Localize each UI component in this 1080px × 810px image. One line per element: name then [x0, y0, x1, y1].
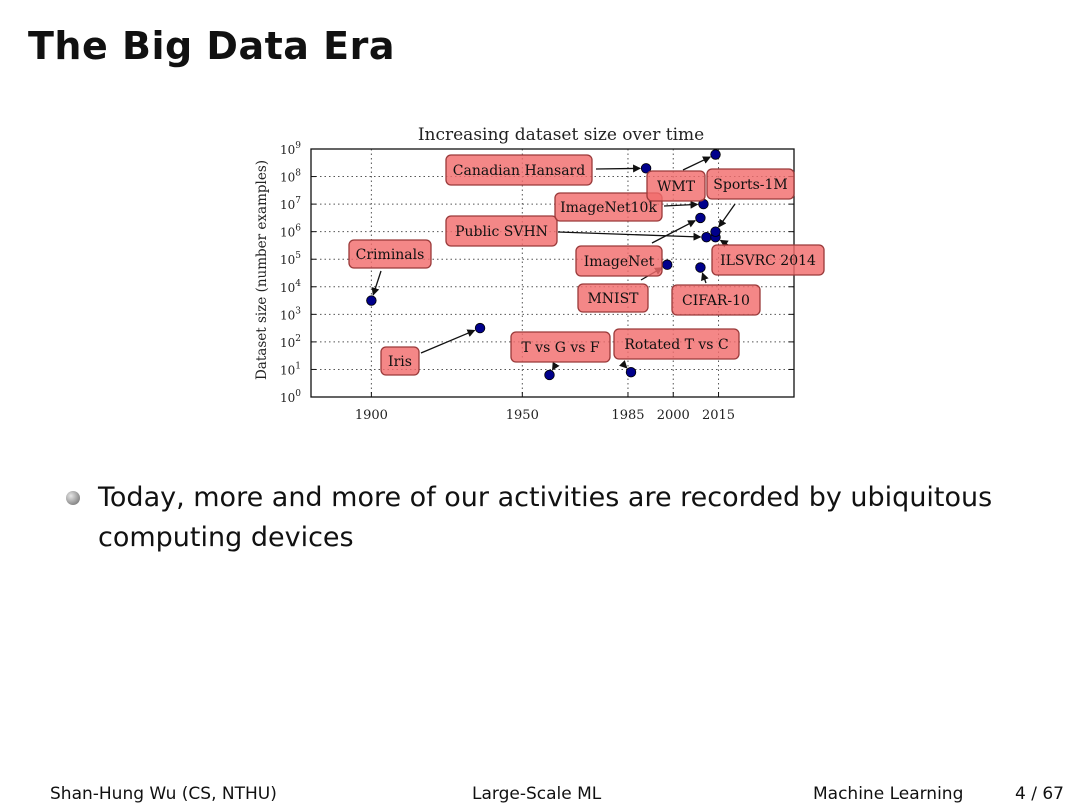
footer-course: Machine Learning	[813, 784, 964, 804]
y-tick-label: 106	[280, 224, 301, 240]
annotation-label: Rotated T vs C	[624, 337, 728, 353]
annotation-label-box	[577, 283, 649, 313]
data-points	[366, 149, 721, 381]
y-tick-label: 109	[280, 141, 301, 157]
annotation-label-box	[575, 245, 663, 277]
annotation-label: ILSVRC 2014	[720, 253, 816, 269]
annotation-label-box	[554, 192, 663, 222]
bullet-list: Today, more and more of our activities a…	[66, 478, 1026, 558]
footer-page: 4 / 67	[1015, 784, 1064, 804]
y-tick-label: 100	[280, 389, 301, 405]
annotation-labels: Criminals Iris T vs G vs F Rotated T vs C MN…	[348, 154, 825, 376]
annotation-label: ImageNet10k	[560, 200, 657, 216]
annotation-label-box	[445, 154, 593, 186]
data-point	[366, 295, 377, 306]
annotation-arrow	[595, 164, 642, 173]
annotation-arrow	[718, 203, 736, 228]
annotation-label-box	[380, 346, 420, 376]
annotation-arrow	[557, 231, 702, 241]
annotation-label: Canadian Hansard	[453, 163, 585, 179]
data-point	[710, 226, 721, 237]
x-tick-label: 1950	[506, 408, 539, 423]
annotation-label: Sports-1M	[713, 177, 787, 193]
annotation-label: Iris	[388, 354, 412, 370]
data-point	[625, 367, 637, 378]
data-point	[710, 149, 721, 160]
annotation-label-box	[706, 168, 795, 200]
x-tick-label: 2015	[702, 408, 735, 423]
annotation-label-box	[510, 331, 611, 363]
annotation-label-box	[445, 215, 558, 247]
annotation-arrow	[719, 239, 729, 248]
y-tick-label: 105	[280, 251, 301, 267]
data-point	[695, 262, 706, 273]
annotation-arrow	[371, 270, 382, 296]
footer-author: Shan-Hung Wu (CS, NTHU)	[50, 784, 277, 804]
annotation-arrow	[651, 220, 696, 244]
annotation-label: Public SVHN	[455, 224, 548, 240]
y-tick-label: 107	[280, 196, 301, 212]
data-point	[701, 231, 712, 243]
annotation-arrow	[663, 200, 699, 209]
annotation-label: MNIST	[587, 291, 639, 307]
y-axis-label: Dataset size (number examples)	[254, 160, 270, 380]
annotation-arrow	[619, 360, 628, 369]
data-point	[662, 259, 673, 270]
y-tick-label: 101	[280, 361, 301, 377]
annotation-label: WMT	[657, 179, 696, 195]
annotation-label: Criminals	[356, 247, 425, 263]
x-tick-label: 2000	[657, 408, 690, 423]
data-point	[640, 163, 652, 174]
y-tick-label: 108	[280, 169, 301, 185]
dataset-size-chart: Increasing dataset size over time Datase…	[254, 125, 825, 423]
annotation-label-box	[671, 284, 761, 316]
annotation-label-box	[613, 328, 740, 360]
chart-title: Increasing dataset size over time	[418, 125, 704, 145]
annotation-arrow	[551, 361, 560, 371]
annotation-label: CIFAR-10	[682, 293, 750, 309]
bullet-icon	[66, 491, 80, 505]
y-tick-label: 103	[280, 306, 301, 322]
data-point	[695, 212, 706, 224]
y-tick-label: 104	[280, 279, 301, 295]
annotation-label-box	[646, 170, 706, 202]
annotation-arrow	[420, 329, 476, 354]
data-point	[544, 369, 555, 381]
annotation-label: T vs G vs F	[521, 340, 600, 356]
annotation-label: ImageNet	[584, 254, 655, 270]
y-tick-label: 102	[280, 334, 301, 350]
annotation-label-box	[711, 244, 825, 276]
x-tick-label: 1985	[611, 408, 644, 423]
slide-title: The Big Data Era	[28, 24, 395, 68]
annotation-arrow	[701, 272, 709, 284]
x-tick-label: 1900	[355, 408, 388, 423]
bullet-text: Today, more and more of our activities a…	[98, 482, 993, 553]
footer-topic: Large-Scale ML	[472, 784, 602, 804]
annotation-arrow	[682, 156, 711, 171]
data-point	[474, 322, 486, 334]
annotation-label-box	[348, 239, 432, 269]
